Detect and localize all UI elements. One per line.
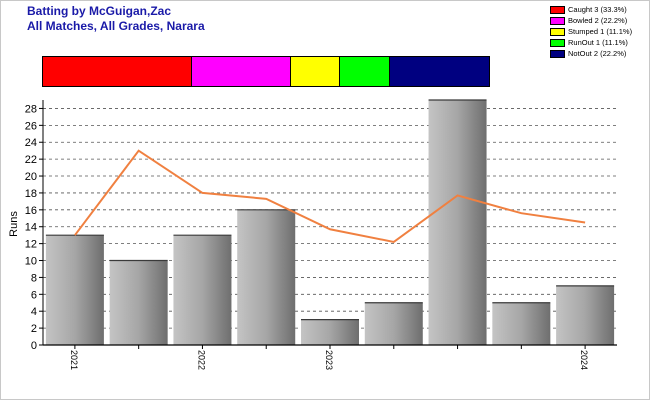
legend-label-stumped: Stumped 1 (11.1%): [568, 27, 633, 36]
dismissal-segment-bowled: [191, 57, 291, 86]
bar: [364, 302, 423, 345]
y-tick-label: 14: [25, 222, 37, 234]
legend-swatch-bowled: [550, 16, 565, 25]
y-tick-label: 20: [25, 171, 37, 183]
dismissal-segment-caught: [43, 57, 192, 86]
x-tick-label: 2024: [579, 350, 589, 370]
title-line-2: All Matches, All Grades, Narara: [27, 19, 205, 33]
legend-swatch-stumped: [550, 27, 565, 36]
y-tick-label: 10: [25, 256, 37, 268]
chart-title: Batting by McGuigan,Zac All Matches, All…: [27, 4, 205, 34]
legend-item-runout: RunOut 1 (11.1%): [550, 37, 650, 48]
legend-swatch-runout: [550, 38, 565, 47]
bar: [556, 285, 615, 345]
y-tick-label: 24: [25, 137, 37, 149]
legend-item-notout: NotOut 2 (22.2%): [550, 48, 650, 59]
y-tick-label: 6: [31, 289, 37, 301]
legend-swatch-notout: [550, 49, 565, 58]
legend-label-bowled: Bowled 2 (22.2%): [568, 16, 628, 25]
x-tick-label: 2022: [196, 350, 206, 370]
dismissal-segment-runout: [340, 57, 390, 86]
y-tick-label: 0: [31, 340, 37, 352]
legend-swatch-caught: [550, 5, 565, 14]
y-tick-label: 22: [25, 154, 37, 166]
bars: [45, 99, 615, 345]
y-tick-label: 28: [25, 103, 37, 115]
dismissal-segment-notout: [389, 57, 489, 86]
y-tick-label: 4: [31, 306, 37, 318]
legend-label-runout: RunOut 1 (11.1%): [568, 38, 628, 47]
bar: [301, 319, 359, 345]
y-tick-label: 18: [25, 188, 37, 200]
bar: [45, 235, 104, 345]
y-axis-label: Runs: [8, 211, 20, 237]
dismissal-segment-stumped: [290, 57, 341, 86]
y-tick-label: 8: [31, 272, 37, 284]
bar: [109, 260, 168, 345]
trend-line-path: [74, 149, 586, 243]
legend: Caught 3 (33.3%) Bowled 2 (22.2%) Stumpe…: [550, 4, 650, 59]
title-line-1: Batting by McGuigan,Zac: [27, 4, 172, 18]
y-tick-label: 16: [25, 205, 37, 217]
y-tick-label: 2: [31, 323, 37, 335]
legend-item-stumped: Stumped 1 (11.1%): [550, 26, 650, 37]
bar: [173, 235, 232, 345]
bar: [492, 302, 551, 345]
trend-line: [74, 149, 586, 243]
x-tick-label: 2023: [324, 350, 334, 370]
legend-label-notout: NotOut 2 (22.2%): [568, 49, 627, 58]
x-tick-label: 2021: [69, 350, 79, 370]
bar: [428, 100, 487, 345]
legend-label-caught: Caught 3 (33.3%): [568, 5, 627, 14]
legend-item-caught: Caught 3 (33.3%): [550, 4, 650, 15]
bar: [237, 209, 296, 345]
y-tick-label: 26: [25, 120, 37, 132]
legend-item-bowled: Bowled 2 (22.2%): [550, 15, 650, 26]
y-tick-label: 12: [25, 239, 37, 251]
dismissal-breakdown-bar: [42, 56, 490, 87]
